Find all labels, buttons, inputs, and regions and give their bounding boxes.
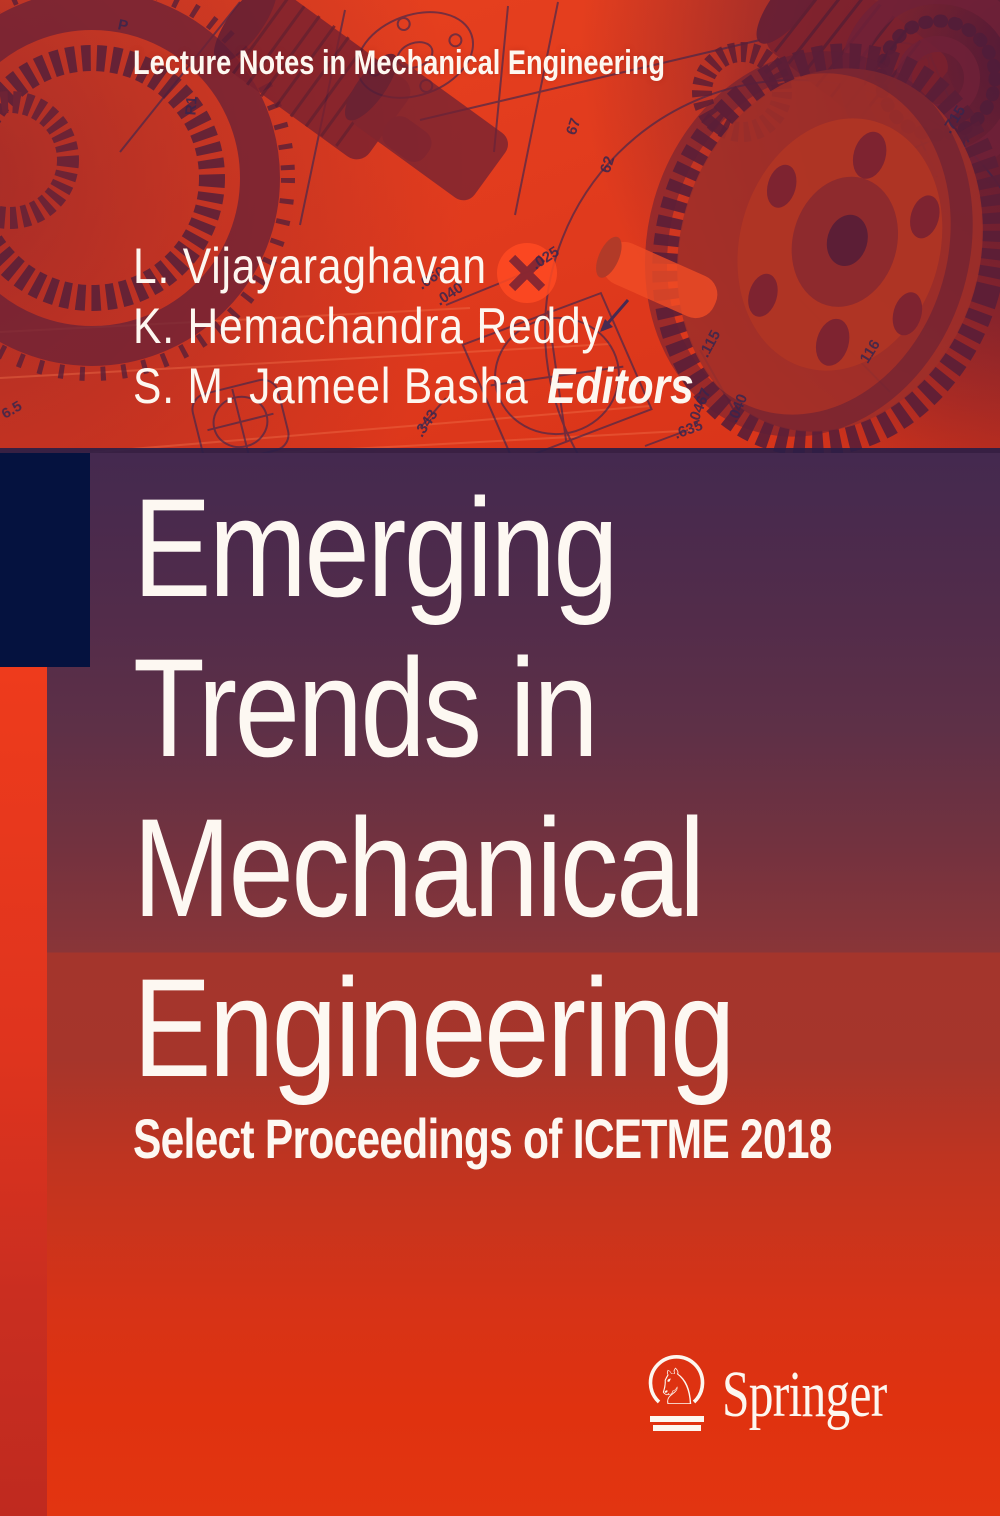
helical-gear — [645, 43, 1000, 455]
highlight-parts — [497, 236, 718, 332]
publisher-wordmark: Springer — [722, 1358, 887, 1431]
title-panel — [47, 453, 1000, 1516]
editor-name: K. Hemachandra Reddy — [133, 298, 604, 354]
measurement-label: R1 — [182, 96, 200, 116]
gear-rollers — [213, 0, 508, 201]
left-orange-strip — [0, 667, 47, 1516]
navy-corner-block — [0, 453, 90, 667]
title-line: Emerging — [133, 469, 619, 626]
measurement-label: P — [116, 16, 129, 35]
editor-name-with-role: S. M. Jameel Basha Editors — [133, 356, 694, 416]
editors-role-label: Editors — [547, 358, 694, 414]
series-title: Lecture Notes in Mechanical Engineering — [133, 44, 666, 82]
book-title: Emerging Trends in Mechanical Engineerin… — [133, 468, 847, 1108]
editor-name: L. Vijayaraghavan — [133, 238, 487, 294]
title-line: Trends in — [133, 629, 599, 786]
editors-block: L. Vijayaraghavan K. Hemachandra Reddy S… — [133, 236, 793, 416]
publisher-logo: ♘ Springer — [646, 1354, 941, 1436]
springer-horse-knight-icon: ♘ — [648, 1354, 705, 1431]
measurement-label: .635 — [672, 417, 705, 443]
book-subtitle: Select Proceedings of ICETME 2018 — [133, 1107, 832, 1170]
cover-photo-gear-collage: .025 .040 .060 .115 .0467 .040 .635 .343… — [0, 0, 1000, 455]
title-line: Engineering — [133, 949, 735, 1106]
editor-name: S. M. Jameel Basha — [133, 358, 529, 414]
title-line: Mechanical — [133, 789, 705, 946]
knight-glyph: ♘ — [655, 1358, 700, 1416]
ring-gear — [0, 0, 295, 381]
photo-bottom-edge — [0, 448, 1000, 455]
measurement-label: 6.5 — [0, 398, 25, 423]
measurement-label: 67 — [563, 116, 584, 137]
measurement-label: 62 — [597, 154, 618, 175]
gear-collage-graphic: .025 .040 .060 .115 .0467 .040 .635 .343… — [0, 0, 1000, 455]
